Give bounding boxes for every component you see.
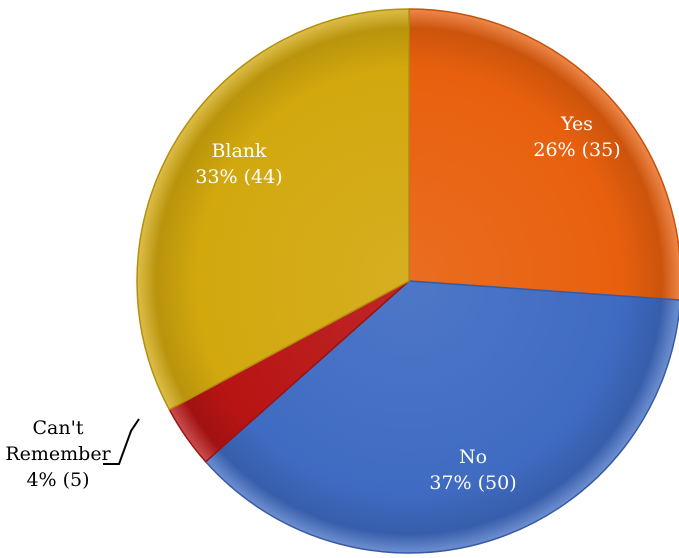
pie-slice-no bbox=[204, 280, 679, 554]
data-label-no: No 37% (50) bbox=[429, 446, 516, 494]
pie-slice-yes bbox=[408, 8, 679, 301]
slices-layer bbox=[136, 8, 679, 554]
pie-slice-blank bbox=[136, 8, 410, 411]
data-label-yes: Yes 26% (35) bbox=[533, 113, 620, 161]
labels-layer: Yes 26% (35) No 37% (50) Can't Remember 4% (5)… bbox=[5, 113, 620, 494]
leader-line-can-t-remember bbox=[103, 418, 140, 465]
data-label-blank: Blank 33% (44) bbox=[195, 140, 282, 188]
data-label-can-t-remember: Can't Remember 4% (5) bbox=[5, 417, 111, 491]
